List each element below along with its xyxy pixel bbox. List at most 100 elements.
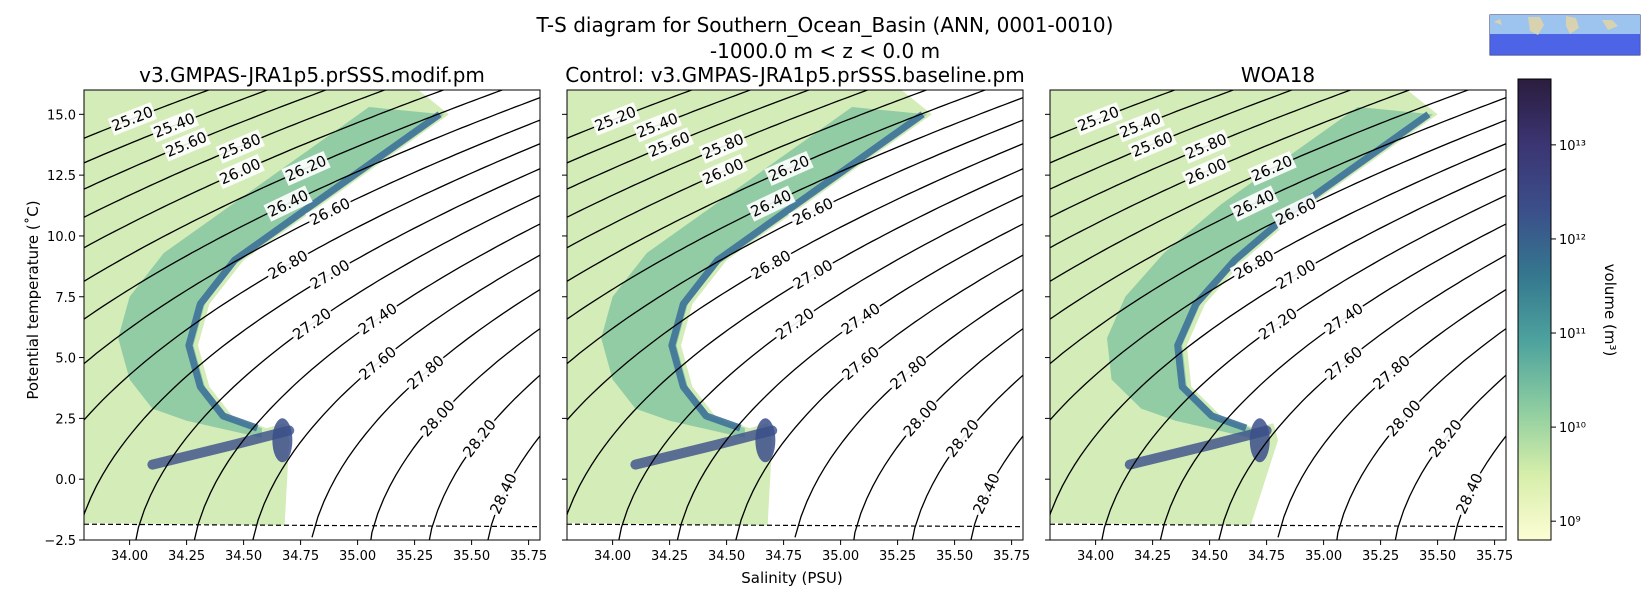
density-contour	[311, 288, 540, 538]
density-contour	[428, 374, 540, 540]
data-ridge	[668, 111, 925, 432]
density-contour-label: 27.20	[772, 304, 817, 343]
x-tick-label: 35.00	[1305, 549, 1342, 564]
colorbar-gradient	[1517, 78, 1552, 541]
x-tick-label: 34.25	[651, 549, 688, 564]
freezing-line	[84, 523, 540, 528]
density-contour-label: 27.80	[1370, 352, 1414, 394]
density-contour	[1394, 374, 1506, 540]
panel-title: v3.GMPAS-JRA1p5.prSSS.modif.pm	[139, 63, 485, 87]
density-contour-label: 28.00	[900, 396, 942, 440]
density-contour	[1218, 254, 1506, 540]
density-contour-label: 27.00	[307, 256, 353, 293]
y-tick-label: 2.5	[55, 412, 76, 427]
x-tick-label: 34.50	[225, 549, 262, 564]
density-contour-label: 27.40	[838, 299, 884, 338]
y-tick-label: 12.5	[47, 169, 76, 184]
density-contour	[1101, 194, 1506, 540]
density-contour	[1050, 90, 1294, 190]
density-contour	[1028, 521, 1034, 544]
panel-title: Control: v3.GMPAS-JRA1p5.prSSS.baseline.…	[565, 63, 1024, 87]
data-deep-water	[630, 425, 778, 470]
density-contour	[1050, 90, 1412, 249]
density-contour-label: 28.40	[1452, 470, 1487, 517]
density-contour-label: 27.80	[404, 352, 448, 394]
density-contour	[84, 90, 387, 218]
colorbar-tick-label: 10¹¹	[1559, 327, 1586, 342]
density-contour-label: 28.40	[486, 470, 521, 517]
figure-title-line2: -1000.0 m < z < 0.0 m	[710, 39, 940, 63]
x-tick-label: 34.25	[168, 549, 205, 564]
density-contour	[1050, 143, 1506, 421]
x-tick-label: 34.00	[111, 549, 148, 564]
density-contour	[487, 435, 540, 540]
x-axis-label: Salinity (PSU)	[741, 569, 843, 587]
x-tick-label: 35.25	[396, 549, 433, 564]
data-deep-water	[147, 425, 295, 470]
x-tick-label: 34.25	[1134, 549, 1171, 564]
density-contour	[1277, 288, 1506, 538]
x-tick-label: 35.75	[1476, 549, 1513, 564]
x-tick-label: 35.25	[1362, 549, 1399, 564]
density-contour	[84, 143, 540, 421]
density-contour	[84, 96, 540, 320]
colorbar-tick-label: 10¹⁰	[1559, 421, 1586, 436]
density-contour-label: 28.00	[417, 396, 459, 440]
density-contour-label: 28.40	[969, 470, 1004, 517]
x-tick-label: 34.75	[765, 549, 802, 564]
density-contour-label: 27.40	[1321, 299, 1367, 338]
density-contour	[135, 194, 540, 540]
x-tick-label: 34.00	[594, 549, 631, 564]
density-contour	[1050, 96, 1506, 320]
freezing-line	[567, 523, 1023, 528]
density-contour	[567, 96, 1023, 320]
density-contour-label: 27.60	[1322, 343, 1367, 384]
density-contour	[970, 435, 1023, 540]
density-contour	[1336, 327, 1506, 540]
figure-title-line1: T-S diagram for Southern_Ocean_Basin (AN…	[536, 13, 1114, 37]
data-deep-water	[1124, 425, 1272, 470]
colorbar-ticks: 10⁹ 10¹⁰ 10¹¹ 10¹² 10¹³	[1551, 139, 1586, 530]
density-contour	[84, 90, 446, 249]
data-cloud-mid	[118, 107, 445, 438]
region-map-inset	[1489, 14, 1641, 56]
x-tick-label: 35.00	[339, 549, 376, 564]
density-contour-label: 28.00	[1383, 396, 1425, 440]
density-contour	[911, 374, 1023, 540]
panel-title: WOA18	[1241, 63, 1315, 87]
panel-frame	[1049, 89, 1507, 541]
colorbar-tick-label: 10¹³	[1559, 139, 1586, 154]
density-contour-label: 28.20	[942, 416, 983, 461]
density-contour	[84, 90, 270, 164]
colorbar: 10⁹ 10¹⁰ 10¹¹ 10¹² 10¹³ volume (m³)	[1517, 78, 1619, 541]
density-contour-label: 28.20	[1425, 416, 1466, 461]
density-contour	[794, 288, 1023, 538]
density-contour	[252, 254, 540, 540]
density-contour-label: 26.80	[265, 246, 311, 283]
density-contour-label: 27.00	[790, 256, 836, 293]
density-contour	[1050, 90, 1353, 218]
density-contour	[545, 521, 551, 544]
x-tick-label: 35.75	[993, 549, 1030, 564]
x-tick-label: 35.00	[822, 549, 859, 564]
density-contour	[618, 194, 1023, 540]
panel-frame	[83, 89, 541, 541]
density-contour	[84, 90, 328, 190]
density-contour	[1511, 521, 1517, 544]
data-deep-blob	[1249, 418, 1270, 463]
density-contour-label: 27.40	[355, 299, 401, 338]
density-contour	[567, 143, 1023, 421]
x-tick-label: 35.50	[1419, 549, 1456, 564]
x-tick-label: 35.25	[879, 549, 916, 564]
y-tick-label: 5.0	[55, 352, 76, 367]
x-tick-label: 35.50	[936, 549, 973, 564]
x-tick-label: 34.00	[1077, 549, 1114, 564]
density-contour	[567, 90, 811, 190]
panel-frame	[566, 89, 1024, 541]
density-contour	[567, 90, 929, 249]
data-ridge	[1174, 111, 1431, 432]
y-tick-label: 15.0	[47, 108, 76, 123]
